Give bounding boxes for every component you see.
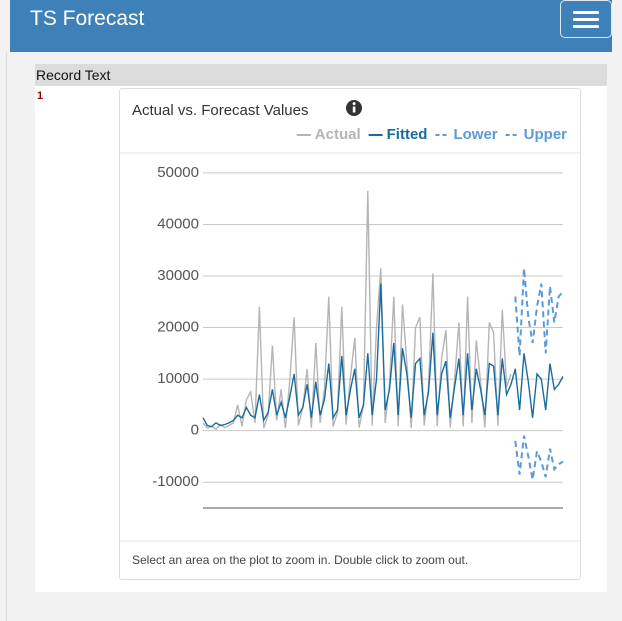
y-tick-label: -10000	[152, 473, 199, 490]
menu-bar	[573, 11, 599, 14]
chart-title: Actual vs. Forecast Values	[132, 102, 308, 119]
menu-bar	[573, 18, 599, 21]
legend-item[interactable]: Upper	[505, 126, 568, 143]
info-icon[interactable]	[346, 100, 362, 116]
series-line	[514, 435, 564, 480]
legend-label: Lower	[453, 126, 497, 143]
chart-card: Actual vs. Forecast Values Select an are…	[119, 88, 581, 580]
y-tick-label: 40000	[157, 215, 199, 232]
legend-label: Fitted	[387, 126, 428, 143]
y-tick-label: 0	[191, 422, 199, 439]
column-header: Record Text	[35, 64, 607, 86]
row-cell: 1	[37, 90, 44, 102]
series-line	[202, 283, 564, 428]
info-glyph	[352, 102, 356, 106]
app-title: TS Forecast	[30, 7, 145, 30]
series-line	[514, 268, 564, 356]
legend-item[interactable]: Lower	[435, 126, 498, 143]
y-tick-label: 50000	[157, 164, 199, 181]
menu-bar	[573, 25, 599, 28]
y-tick-label: 10000	[157, 370, 199, 387]
record-table: Record Text 1 Actual vs. Forecast Values…	[35, 64, 607, 592]
menu-button[interactable]	[560, 0, 612, 38]
navbar: TS Forecast	[10, 0, 612, 52]
legend-label: Actual	[315, 126, 361, 143]
legend-label: Upper	[524, 126, 568, 143]
chart: Actual vs. Forecast Values Select an are…	[120, 100, 580, 567]
y-tick-label: 20000	[157, 319, 199, 336]
legend-item[interactable]: Actual	[296, 126, 361, 143]
legend: Upper Lower Fitted Actual	[296, 126, 568, 143]
chart-footnote: Select an area on the plot to zoom in. D…	[132, 553, 468, 567]
info-glyph	[352, 106, 356, 113]
legend-item[interactable]: Fitted	[368, 126, 428, 143]
y-tick-label: 30000	[157, 267, 199, 284]
divider	[6, 52, 7, 621]
